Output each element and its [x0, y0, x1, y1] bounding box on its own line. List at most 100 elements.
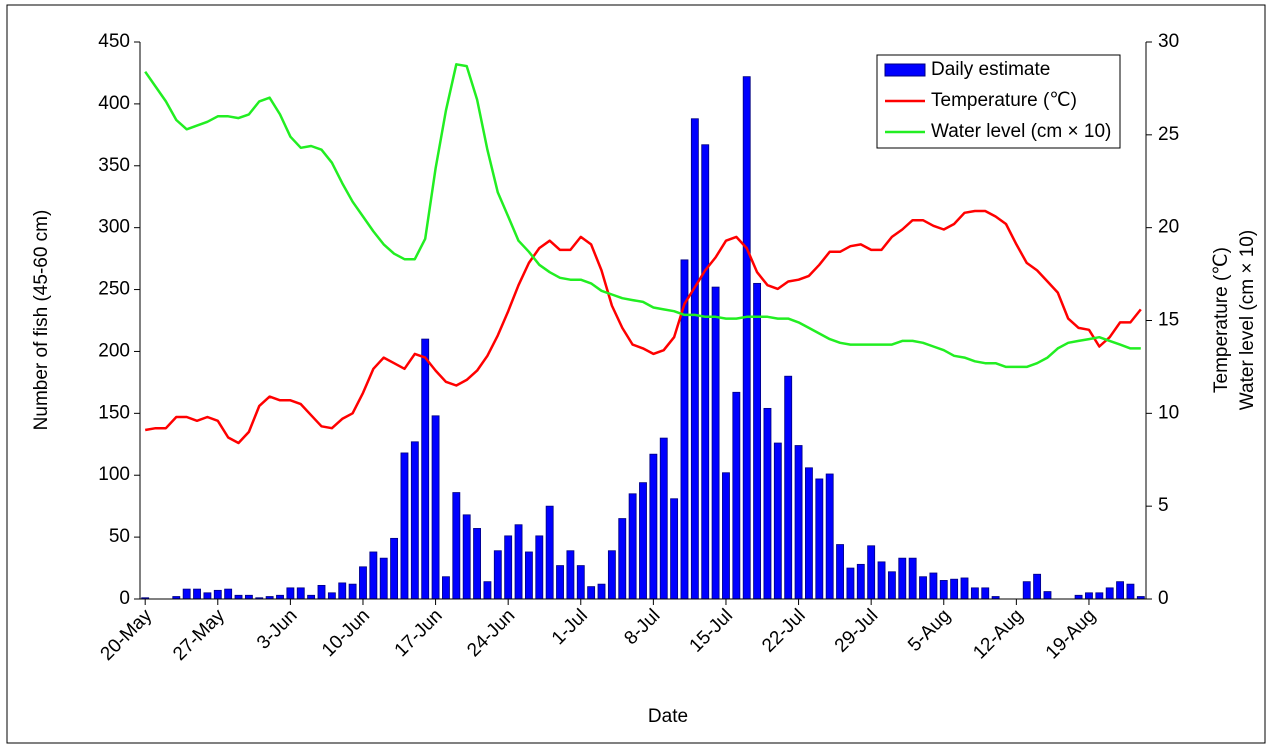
- legend-label: Water level (cm × 10): [931, 121, 1111, 142]
- y2-tick-label: 0: [1158, 588, 1169, 609]
- bar: [711, 286, 720, 600]
- bar: [815, 478, 824, 600]
- bar: [369, 551, 378, 600]
- bar: [939, 580, 948, 600]
- bar: [442, 576, 450, 600]
- bar: [950, 578, 959, 600]
- bar: [348, 583, 357, 600]
- bar: [887, 571, 896, 600]
- y-tick-label: 100: [98, 464, 130, 485]
- y2-tick-label: 10: [1158, 402, 1179, 423]
- bar: [1095, 592, 1104, 600]
- bar: [670, 498, 679, 600]
- y2-tick-label: 30: [1158, 31, 1179, 52]
- bar: [1116, 581, 1124, 600]
- bar: [607, 550, 616, 600]
- bar: [1074, 594, 1083, 600]
- bar: [276, 594, 284, 600]
- bar: [213, 589, 222, 600]
- bar: [493, 550, 502, 600]
- bar: [359, 566, 367, 600]
- bar: [1126, 583, 1135, 600]
- bar: [566, 550, 575, 600]
- bar: [193, 588, 201, 600]
- bar: [1033, 573, 1042, 600]
- bar: [317, 584, 326, 600]
- legend-label: Daily estimate: [931, 59, 1050, 80]
- bar: [1105, 587, 1114, 600]
- y-tick-label: 400: [98, 93, 130, 114]
- bar: [452, 492, 461, 600]
- y-tick-label: 350: [98, 155, 130, 176]
- bar: [763, 407, 772, 600]
- bar: [338, 582, 347, 600]
- bar: [545, 505, 554, 600]
- bar: [732, 391, 741, 600]
- bar: [929, 572, 938, 600]
- bar: [784, 375, 793, 600]
- bar: [473, 528, 481, 600]
- bar: [379, 557, 388, 600]
- bar: [898, 557, 907, 600]
- bar: [836, 544, 844, 600]
- bar: [908, 557, 917, 600]
- bar: [400, 452, 409, 600]
- y-tick-label: 450: [98, 31, 130, 52]
- bar: [597, 583, 606, 600]
- bar: [794, 445, 803, 600]
- bar: [182, 588, 191, 600]
- y2-axis-title: Temperature (℃): [1211, 247, 1232, 393]
- y-tick-label: 250: [98, 279, 130, 300]
- line: [144, 209, 1142, 445]
- bar: [327, 592, 336, 600]
- y2-tick-label: 5: [1158, 495, 1169, 516]
- bar: [483, 581, 492, 600]
- bar: [867, 545, 876, 600]
- bar: [524, 551, 533, 600]
- bar: [877, 561, 886, 600]
- bar: [224, 588, 233, 600]
- bar: [462, 514, 471, 600]
- bar: [203, 592, 212, 600]
- bar: [825, 473, 834, 600]
- bar: [1085, 592, 1093, 600]
- y-tick-label: 200: [98, 340, 130, 361]
- y2-tick-label: 25: [1158, 124, 1179, 145]
- legend-label: Temperature (℃): [931, 90, 1077, 111]
- y-tick-label: 300: [98, 217, 130, 238]
- y-axis-title: Number of fish (45-60 cm): [31, 210, 52, 431]
- y-tick-label: 0: [119, 588, 130, 609]
- y2-tick-label: 20: [1158, 217, 1179, 238]
- bar: [1043, 591, 1052, 600]
- bar: [773, 442, 782, 600]
- legend-swatch: [884, 63, 926, 77]
- bar: [234, 594, 243, 600]
- bar: [805, 467, 813, 600]
- bar: [514, 524, 523, 600]
- bar: [556, 565, 564, 600]
- bar: [722, 472, 730, 600]
- bar: [649, 453, 658, 600]
- bar: [960, 577, 969, 600]
- x-axis-title: Date: [648, 706, 688, 727]
- bar: [919, 576, 927, 600]
- bar: [504, 535, 513, 600]
- y-tick-label: 50: [109, 526, 130, 547]
- bar: [846, 567, 855, 600]
- bar: [390, 537, 399, 600]
- bar: [753, 282, 762, 600]
- y2-axis-title: Water level (cm × 10): [1237, 230, 1258, 410]
- bar: [981, 587, 990, 600]
- bar: [410, 441, 419, 600]
- bar: [431, 415, 440, 600]
- bar: [701, 144, 710, 600]
- bar: [659, 437, 668, 600]
- bar: [244, 594, 253, 600]
- bar: [856, 563, 865, 600]
- bar: [307, 594, 316, 600]
- bar: [639, 482, 647, 600]
- line: [144, 63, 1141, 369]
- bar: [618, 518, 627, 600]
- bar: [421, 338, 430, 600]
- y2-tick-label: 15: [1158, 310, 1179, 331]
